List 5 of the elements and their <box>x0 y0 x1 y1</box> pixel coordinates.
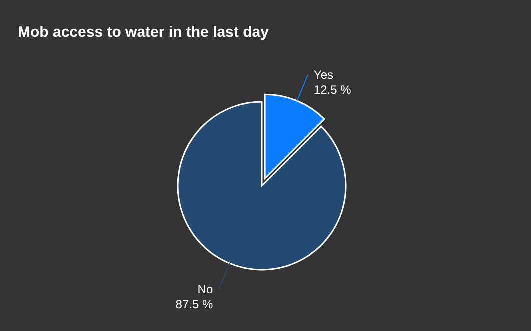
data-label: 87.5 % <box>176 297 214 312</box>
chart-title: Mob access to water in the last day <box>18 24 270 41</box>
slice-label: No <box>198 282 214 296</box>
data-label: 12.5 % <box>314 83 352 98</box>
slice-label: Yes <box>314 68 334 82</box>
